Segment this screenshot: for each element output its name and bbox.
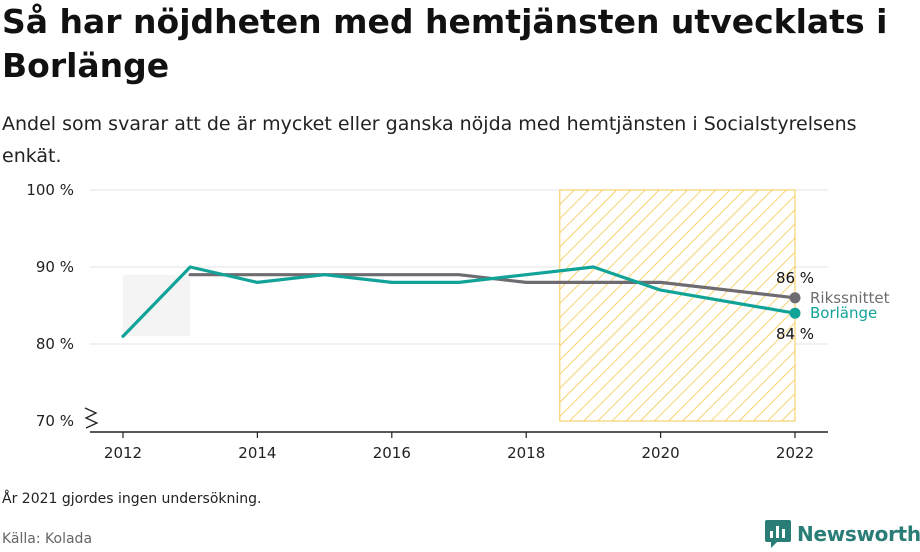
- value-label-rikssnittet: 86 %: [776, 269, 814, 287]
- brand-name: Newsworthy: [797, 522, 920, 546]
- axis-break-icon: [84, 407, 99, 429]
- x-tick-label-2020: 2020: [642, 444, 680, 462]
- x-tick-label-2012: 2012: [104, 444, 142, 462]
- newsworthy-logo-icon: [765, 520, 791, 548]
- chart-title: Så har nöjdheten med hemtjänsten utveckl…: [2, 2, 888, 85]
- end-point-borlange: [789, 307, 801, 319]
- newsworthy-brand: Newsworthy: [765, 519, 920, 549]
- value-label-borlange: 84 %: [776, 325, 814, 343]
- series-label-rikssnittet: Rikssnittet: [810, 289, 890, 307]
- y-tick-label-70: 70 %: [36, 412, 74, 430]
- highlight-band: [559, 189, 796, 422]
- x-tick-label-2022: 2022: [776, 444, 814, 462]
- chart-source: Källa: Kolada: [2, 531, 93, 547]
- chart-subtitle: Andel som svarar att de är mycket eller …: [2, 113, 857, 167]
- x-tick-label-2014: 2014: [238, 444, 276, 462]
- x-tick-label-2016: 2016: [373, 444, 411, 462]
- chart-footnote: År 2021 gjordes ingen undersökning.: [2, 491, 262, 507]
- line-chart: 70 % 80 % 90 % 100 % 2012 2014 2016 2018 2020 202…: [26, 181, 890, 462]
- y-tick-label-100: 100 %: [26, 181, 74, 199]
- x-tick-label-2018: 2018: [507, 444, 545, 462]
- end-point-rikssnittet: [789, 292, 801, 304]
- series-label-borlange: Borlänge: [810, 304, 877, 322]
- y-tick-label-90: 90 %: [36, 258, 74, 276]
- y-tick-label-80: 80 %: [36, 335, 74, 353]
- series-line-borlange: [121, 265, 797, 338]
